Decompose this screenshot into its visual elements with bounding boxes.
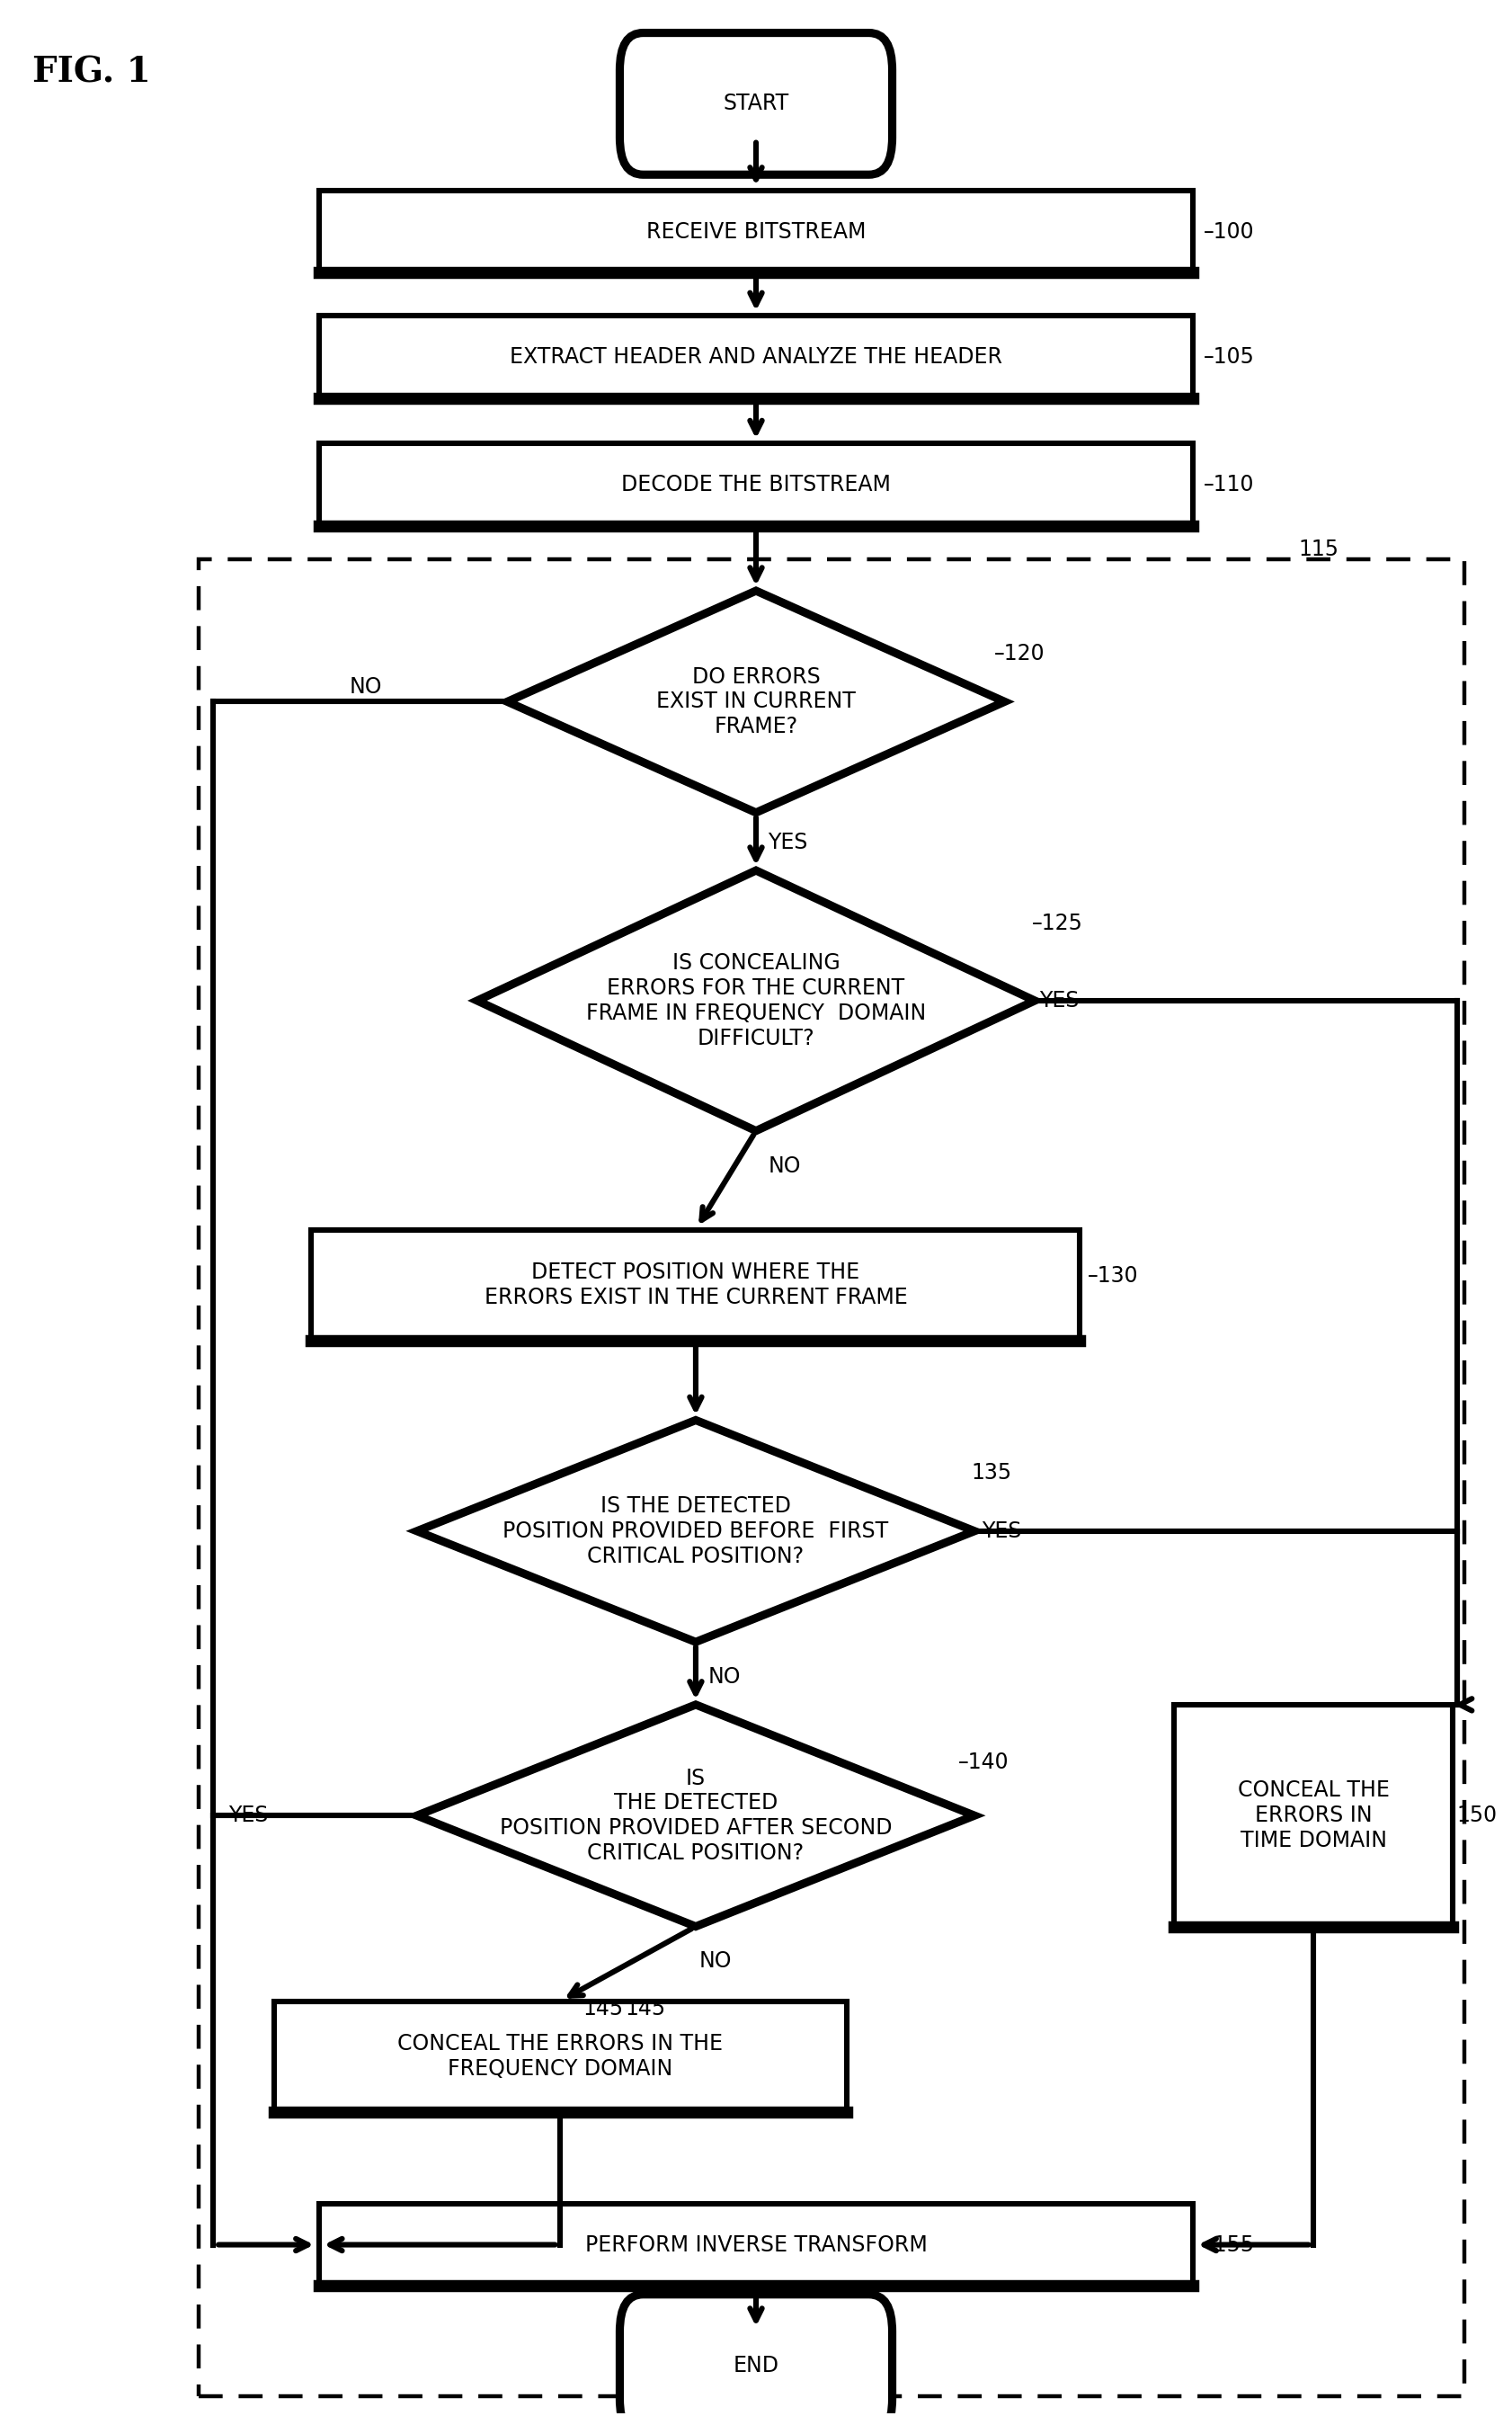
Text: EXTRACT HEADER AND ANALYZE THE HEADER: EXTRACT HEADER AND ANALYZE THE HEADER (510, 345, 1002, 367)
Text: DETECT POSITION WHERE THE
ERRORS EXIST IN THE CURRENT FRAME: DETECT POSITION WHERE THE ERRORS EXIST I… (484, 1261, 907, 1309)
Text: CONCEAL THE ERRORS IN THE
FREQUENCY DOMAIN: CONCEAL THE ERRORS IN THE FREQUENCY DOMA… (398, 2034, 723, 2080)
FancyBboxPatch shape (319, 2203, 1193, 2286)
Text: 150: 150 (1456, 1805, 1497, 1826)
FancyBboxPatch shape (319, 316, 1193, 399)
Text: YES: YES (1039, 991, 1080, 1012)
Text: 135: 135 (972, 1462, 1012, 1483)
Text: NO: NO (699, 1950, 732, 1971)
Text: YES: YES (228, 1805, 269, 1826)
Text: YES: YES (983, 1520, 1022, 1541)
Text: NO: NO (708, 1667, 741, 1689)
FancyBboxPatch shape (319, 191, 1193, 273)
Text: –110: –110 (1204, 474, 1255, 495)
Text: –125: –125 (1031, 913, 1083, 935)
FancyBboxPatch shape (620, 2295, 892, 2416)
FancyBboxPatch shape (620, 34, 892, 174)
Text: –120: –120 (993, 643, 1045, 664)
Polygon shape (478, 870, 1034, 1131)
FancyBboxPatch shape (311, 1230, 1080, 1341)
Text: YES: YES (768, 831, 807, 853)
Text: IS
THE DETECTED
POSITION PROVIDED AFTER SECOND
CRITICAL POSITION?: IS THE DETECTED POSITION PROVIDED AFTER … (499, 1766, 892, 1863)
Text: IS CONCEALING
ERRORS FOR THE CURRENT
FRAME IN FREQUENCY  DOMAIN
DIFFICULT?: IS CONCEALING ERRORS FOR THE CURRENT FRA… (587, 952, 925, 1049)
Polygon shape (508, 592, 1004, 812)
Text: NO: NO (349, 676, 383, 698)
Text: NO: NO (768, 1155, 801, 1177)
Text: FIG. 1: FIG. 1 (33, 56, 151, 89)
Text: PERFORM INVERSE TRANSFORM: PERFORM INVERSE TRANSFORM (585, 2235, 927, 2257)
Text: 145: 145 (582, 1998, 623, 2020)
Text: 145: 145 (624, 1998, 665, 2020)
FancyBboxPatch shape (319, 445, 1193, 527)
FancyBboxPatch shape (1175, 1706, 1453, 1926)
Text: –100: –100 (1204, 220, 1255, 242)
Text: END: END (733, 2356, 779, 2375)
Polygon shape (417, 1706, 975, 1926)
Text: IS THE DETECTED
POSITION PROVIDED BEFORE  FIRST
CRITICAL POSITION?: IS THE DETECTED POSITION PROVIDED BEFORE… (503, 1496, 889, 1568)
Text: DECODE THE BITSTREAM: DECODE THE BITSTREAM (621, 474, 891, 495)
Text: START: START (723, 92, 789, 114)
Text: –130: –130 (1087, 1264, 1139, 1285)
Text: DO ERRORS
EXIST IN CURRENT
FRAME?: DO ERRORS EXIST IN CURRENT FRAME? (656, 667, 856, 737)
Text: 115: 115 (1299, 539, 1340, 561)
Text: CONCEAL THE
ERRORS IN
TIME DOMAIN: CONCEAL THE ERRORS IN TIME DOMAIN (1238, 1781, 1390, 1851)
Text: –105: –105 (1204, 345, 1255, 367)
Bar (198, 561, 1464, 2397)
Text: RECEIVE BITSTREAM: RECEIVE BITSTREAM (646, 220, 866, 242)
Polygon shape (417, 1421, 975, 1643)
Text: –140: –140 (959, 1752, 1009, 1773)
FancyBboxPatch shape (274, 2000, 847, 2112)
Text: –155: –155 (1204, 2235, 1255, 2257)
